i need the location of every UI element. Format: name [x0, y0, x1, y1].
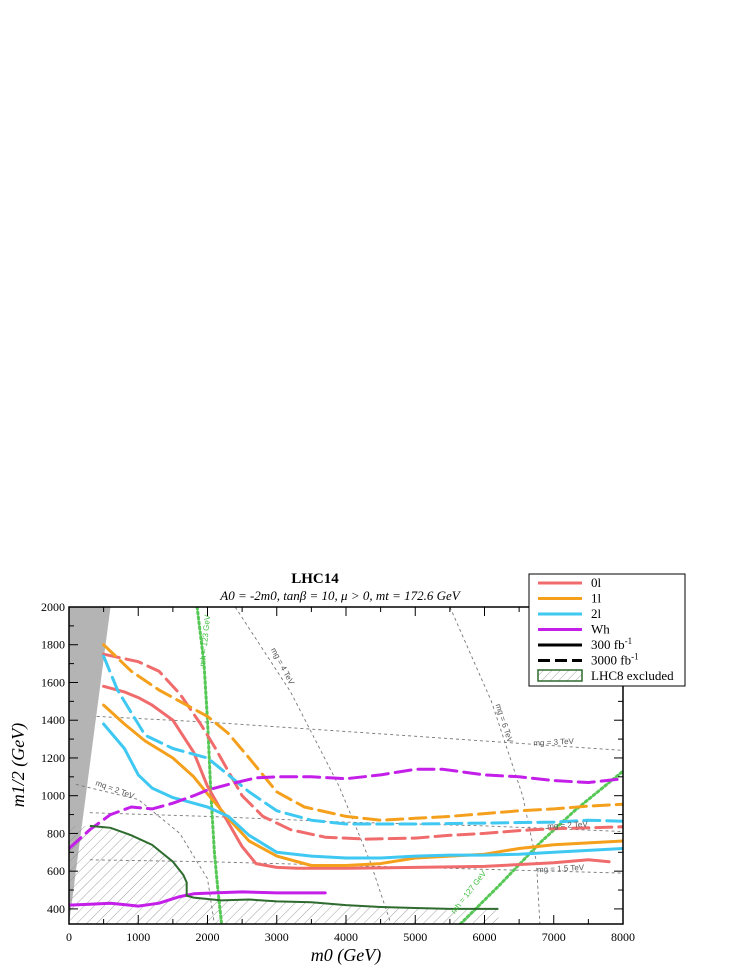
mass-contour-line	[89, 859, 623, 874]
legend-label: 2l	[591, 606, 602, 621]
legend-label: 300 fb-1	[591, 636, 632, 652]
y-tick-label: 800	[47, 826, 65, 840]
chart-subtitle: A0 = -2m0, tanβ = 10, μ > 0, mt = 172.6 …	[219, 588, 462, 603]
y-tick-label: 1800	[41, 638, 65, 652]
x-tick-label: 7000	[542, 930, 566, 944]
x-tick-label: 4000	[334, 930, 358, 944]
x-tick-label: 0	[66, 930, 72, 944]
chart-title: LHC14	[291, 571, 339, 587]
y-tick-label: 1600	[41, 675, 65, 689]
legend-superscript: -1	[625, 636, 633, 646]
x-tick-label: 8000	[611, 930, 635, 944]
x-tick-label: 1000	[126, 930, 150, 944]
lhc8-excluded-hatch	[69, 825, 499, 924]
contour-label-mg15: mg = 1.5 TeV	[537, 863, 585, 874]
mass-contour-line	[449, 607, 541, 924]
y-tick-label: 2000	[41, 600, 65, 614]
mass-contour-line	[234, 607, 392, 924]
y-tick-label: 1000	[41, 789, 65, 803]
x-tick-label: 2000	[196, 930, 220, 944]
x-axis-title: m0 (GeV)	[311, 945, 381, 966]
y-tick-label: 1200	[41, 751, 65, 765]
series-1l-3000	[102, 643, 623, 822]
plot-layer	[69, 607, 623, 924]
series-0l-300	[102, 684, 611, 870]
legend-swatch-lhc8	[537, 669, 583, 682]
series-2l-3000	[102, 654, 623, 826]
series-2l-300	[102, 722, 623, 860]
lhc8-excluded-boundary	[89, 824, 499, 910]
contour-label-mg3: mg = 3 TeV	[533, 737, 575, 748]
mass-contour-line	[89, 812, 623, 832]
y-axis-title: m1/2 (GeV)	[8, 723, 29, 807]
series-1l-300	[102, 703, 623, 867]
legend-label: LHC8 excluded	[591, 668, 674, 683]
legend-label: 3000 fb-1	[591, 652, 639, 668]
legend-label: 0l	[591, 575, 602, 590]
higgs-mass-contour	[458, 769, 623, 924]
x-tick-label: 5000	[403, 930, 427, 944]
y-tick-label: 600	[47, 864, 65, 878]
contour-label-mg2: mg = 2 TeV	[547, 820, 589, 831]
y-tick-label: 1400	[41, 713, 65, 727]
x-tick-label: 6000	[473, 930, 497, 944]
legend-label: 1l	[591, 591, 602, 606]
x-tick-label: 3000	[265, 930, 289, 944]
y-tick-label: 400	[47, 902, 65, 916]
legend-superscript: -1	[631, 652, 639, 662]
legend-label: Wh	[591, 622, 610, 637]
series-Wh-3000	[69, 767, 623, 850]
series-0l-3000	[102, 652, 623, 841]
